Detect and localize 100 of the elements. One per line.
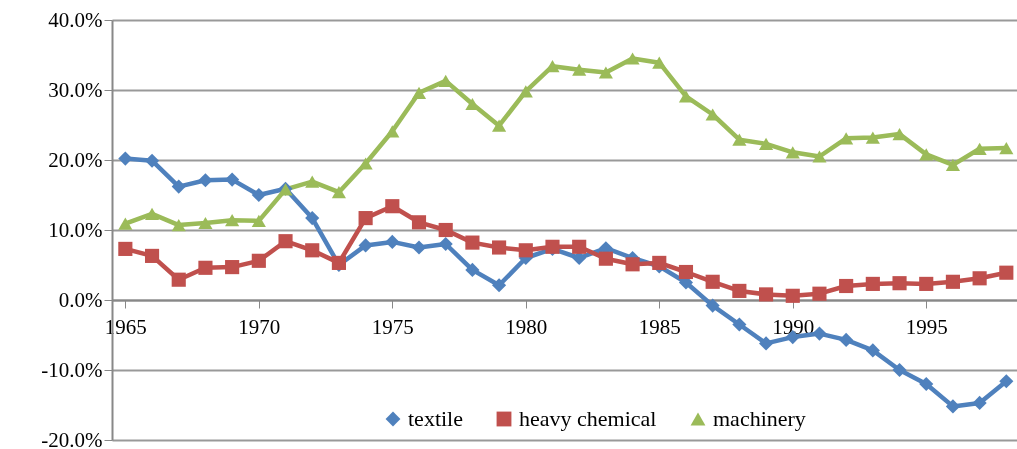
point <box>812 150 827 163</box>
point <box>144 153 160 168</box>
point <box>331 186 346 199</box>
point <box>652 56 667 69</box>
point <box>705 298 720 313</box>
x-tick-label: 1980 <box>505 314 548 339</box>
x-tick-label: 1975 <box>371 314 414 339</box>
point <box>919 376 934 392</box>
y-tick-label: -10.0% <box>41 357 103 382</box>
point <box>572 239 587 254</box>
point <box>251 214 266 228</box>
x-tick-label: 1970 <box>238 314 281 339</box>
legend-label: heavy chemical <box>519 406 657 431</box>
point <box>492 119 507 132</box>
point <box>251 253 266 268</box>
point <box>972 271 987 286</box>
point <box>385 234 400 249</box>
point <box>251 187 266 203</box>
point <box>465 235 480 250</box>
point <box>652 255 667 270</box>
point <box>198 260 213 275</box>
point <box>171 218 186 232</box>
point <box>785 288 800 303</box>
point <box>865 131 880 144</box>
legend-label: textile <box>408 406 463 431</box>
point <box>518 243 533 258</box>
point <box>438 74 453 88</box>
y-tick-label: -20.0% <box>41 427 103 449</box>
y-tick-label: 0.0% <box>58 287 103 312</box>
point <box>945 399 960 414</box>
point <box>198 216 213 230</box>
point <box>892 127 907 141</box>
point <box>438 222 453 238</box>
point <box>305 211 320 226</box>
point <box>171 179 186 194</box>
point <box>518 85 533 98</box>
point <box>972 395 987 410</box>
point <box>358 211 373 226</box>
point <box>144 248 160 263</box>
point <box>758 137 774 151</box>
y-tick-label: 10.0% <box>48 217 103 242</box>
point <box>785 146 800 159</box>
point <box>999 374 1014 389</box>
point <box>812 286 827 301</box>
y-tick-label: 20.0% <box>48 147 103 172</box>
x-tick-label: 1990 <box>772 314 815 339</box>
point <box>144 207 160 221</box>
point <box>732 317 747 332</box>
point <box>411 215 427 230</box>
point <box>385 199 400 214</box>
point <box>732 283 747 298</box>
point <box>919 276 934 291</box>
point <box>945 274 960 289</box>
x-tick-label: 1985 <box>638 314 681 339</box>
point <box>492 240 507 255</box>
point <box>225 260 240 275</box>
point <box>919 148 934 161</box>
point <box>758 287 774 302</box>
point <box>625 257 640 272</box>
point <box>118 217 133 230</box>
point <box>572 63 587 76</box>
point <box>171 272 186 287</box>
point <box>945 158 960 172</box>
point <box>625 52 640 65</box>
point <box>225 214 240 227</box>
point <box>839 278 854 294</box>
point <box>999 141 1014 155</box>
point <box>999 265 1014 280</box>
point <box>678 90 694 103</box>
point <box>465 262 480 277</box>
legend-label: machinery <box>713 406 806 431</box>
x-tick-label: 1995 <box>905 314 948 339</box>
point <box>732 133 747 146</box>
point <box>598 251 613 266</box>
y-tick-label: 40.0% <box>48 7 103 32</box>
point <box>839 332 854 347</box>
point <box>305 243 320 258</box>
point <box>758 336 774 351</box>
x-tick-label: 1965 <box>104 314 147 339</box>
point <box>492 278 507 293</box>
point <box>598 66 613 79</box>
point <box>358 238 373 253</box>
point <box>865 276 880 291</box>
point <box>892 276 907 291</box>
point <box>118 151 133 166</box>
point <box>678 264 694 280</box>
y-tick-label: 30.0% <box>48 77 103 102</box>
point <box>198 173 213 188</box>
point <box>358 157 373 170</box>
point <box>385 125 400 138</box>
point <box>812 326 827 341</box>
point <box>892 362 907 378</box>
point <box>839 132 854 145</box>
point <box>411 86 427 99</box>
point <box>411 240 427 255</box>
point <box>305 175 320 188</box>
point <box>118 241 133 256</box>
point <box>225 172 240 187</box>
point <box>438 236 453 252</box>
point <box>705 274 720 289</box>
